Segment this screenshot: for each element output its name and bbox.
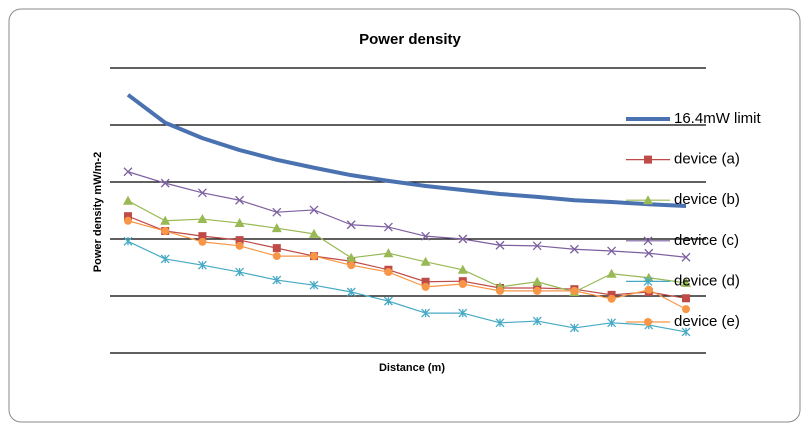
- series-line: [127, 200, 687, 293]
- legend-label: device (e): [674, 313, 740, 330]
- data-point: [607, 246, 617, 256]
- data-point: [682, 294, 690, 303]
- legend-marker: [644, 155, 652, 164]
- data-point: [682, 305, 690, 314]
- series-line: [127, 220, 687, 310]
- legend-label: device (c): [674, 232, 739, 249]
- series-line: [127, 215, 687, 299]
- data-point: [347, 261, 356, 270]
- legend-marker: [644, 318, 652, 326]
- x-axis-label: Distance (m): [379, 362, 445, 374]
- data-point: [607, 294, 616, 303]
- data-point: [570, 286, 579, 295]
- legend-label: device (d): [674, 272, 740, 289]
- data-point: [607, 318, 617, 328]
- data-point: [123, 195, 133, 205]
- data-point: [346, 220, 356, 230]
- data-point: [383, 248, 394, 258]
- legend-label: device (a): [674, 151, 740, 168]
- data-point: [124, 216, 132, 225]
- data-point: [458, 234, 468, 244]
- data-point: [124, 212, 132, 221]
- data-point: [272, 252, 281, 261]
- data-point: [160, 215, 171, 225]
- data-point: [197, 260, 207, 270]
- data-point: [681, 327, 691, 337]
- data-point: [681, 277, 691, 287]
- data-point: [160, 254, 170, 264]
- chart-frame: [8, 8, 801, 423]
- data-point: [383, 296, 393, 306]
- data-point: [384, 268, 393, 277]
- series-line: [127, 240, 687, 333]
- legend-label: device (b): [674, 191, 740, 208]
- data-point: [569, 244, 579, 254]
- data-point: [235, 267, 245, 277]
- data-point: [532, 316, 542, 326]
- data-point: [495, 318, 505, 328]
- data-point: [346, 252, 357, 262]
- data-point: [421, 277, 430, 286]
- data-point: [309, 205, 319, 215]
- data-point: [198, 232, 207, 241]
- legend-label: 16.4mW limit: [674, 110, 762, 127]
- data-point: [458, 280, 467, 289]
- data-point: [235, 241, 244, 250]
- data-point: [532, 276, 543, 286]
- data-point: [458, 308, 468, 318]
- data-point: [272, 244, 281, 253]
- legend-marker: [643, 195, 653, 205]
- data-point: [533, 286, 542, 295]
- data-point: [235, 236, 244, 245]
- data-point: [606, 268, 617, 278]
- data-point: [457, 264, 468, 274]
- data-point: [346, 287, 356, 297]
- data-point: [309, 280, 319, 290]
- data-point: [235, 195, 245, 205]
- data-point: [197, 214, 208, 224]
- data-point: [644, 248, 654, 258]
- chart-title: Power density: [359, 31, 461, 48]
- data-point: [272, 207, 282, 217]
- data-point: [123, 236, 133, 246]
- data-point: [383, 222, 393, 232]
- data-point: [160, 178, 170, 188]
- data-point: [272, 275, 282, 285]
- data-point: [271, 223, 282, 233]
- data-point: [310, 252, 318, 261]
- data-point: [234, 218, 245, 228]
- data-point: [123, 167, 133, 177]
- data-point: [421, 231, 431, 241]
- data-point: [420, 256, 431, 266]
- data-point: [161, 227, 170, 236]
- y-axis-label: Power density mW/m-2: [92, 152, 104, 272]
- series-line: [126, 93, 687, 208]
- data-point: [421, 308, 431, 318]
- legend-marker: [643, 276, 653, 286]
- data-point: [681, 252, 691, 262]
- data-point: [496, 286, 504, 295]
- data-point: [421, 282, 430, 291]
- legend-marker: [643, 236, 653, 246]
- data-point: [198, 237, 207, 246]
- data-point: [495, 240, 505, 250]
- series-line: [127, 171, 687, 258]
- data-point: [644, 285, 653, 294]
- data-point: [569, 323, 579, 333]
- data-point: [309, 228, 319, 238]
- data-point: [197, 188, 207, 198]
- data-point: [532, 241, 542, 251]
